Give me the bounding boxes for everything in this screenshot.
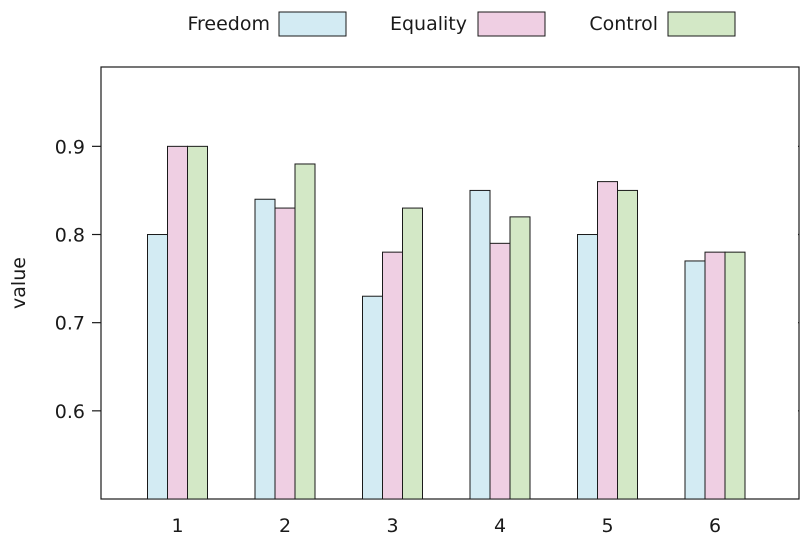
y-axis-title: value bbox=[8, 257, 30, 309]
legend-label-control: Control bbox=[589, 13, 658, 35]
y-tick-label: 0.7 bbox=[55, 313, 85, 335]
x-axis: 1 2 3 4 5 6 bbox=[171, 515, 721, 537]
y-tick-label: 0.9 bbox=[55, 136, 85, 158]
legend-label-equality: Equality bbox=[390, 13, 467, 35]
bar-freedom-6 bbox=[684, 260, 706, 500]
x-tick-label: 6 bbox=[709, 515, 721, 537]
legend-label-freedom: Freedom bbox=[187, 13, 270, 35]
x-tick-label: 2 bbox=[279, 515, 291, 537]
plot-frame bbox=[100, 66, 800, 500]
legend-swatch-control bbox=[667, 11, 736, 37]
bar-freedom-5 bbox=[577, 234, 598, 500]
bar-control-5 bbox=[617, 189, 638, 500]
bar-equality-4 bbox=[489, 242, 511, 500]
bars bbox=[147, 145, 746, 500]
bar-freedom-1 bbox=[147, 234, 168, 500]
bar-control-4 bbox=[509, 216, 531, 500]
bar-equality-1 bbox=[167, 145, 188, 500]
y-tick-label: 0.8 bbox=[55, 225, 85, 247]
bar-equality-6 bbox=[704, 251, 726, 500]
x-tick-label: 5 bbox=[601, 515, 613, 537]
legend: Freedom Equality Control bbox=[187, 11, 736, 37]
legend-swatch-equality bbox=[477, 11, 546, 37]
y-axis: 0.6 0.7 0.8 0.9 bbox=[55, 136, 799, 423]
bar-freedom-4 bbox=[469, 189, 491, 500]
legend-swatch-freedom bbox=[278, 11, 347, 37]
bar-control-1 bbox=[187, 145, 208, 500]
bar-freedom-2 bbox=[254, 198, 276, 500]
bar-equality-2 bbox=[274, 207, 296, 500]
x-tick-label: 4 bbox=[494, 515, 506, 537]
bar-equality-5 bbox=[597, 181, 618, 500]
bar-control-2 bbox=[294, 163, 316, 500]
bar-control-6 bbox=[724, 251, 746, 500]
bar-control-3 bbox=[402, 207, 423, 500]
x-tick-label: 3 bbox=[386, 515, 398, 537]
y-tick-label: 0.6 bbox=[55, 401, 85, 423]
bar-freedom-3 bbox=[362, 295, 383, 500]
x-tick-label: 1 bbox=[171, 515, 183, 537]
bar-equality-3 bbox=[382, 251, 403, 500]
